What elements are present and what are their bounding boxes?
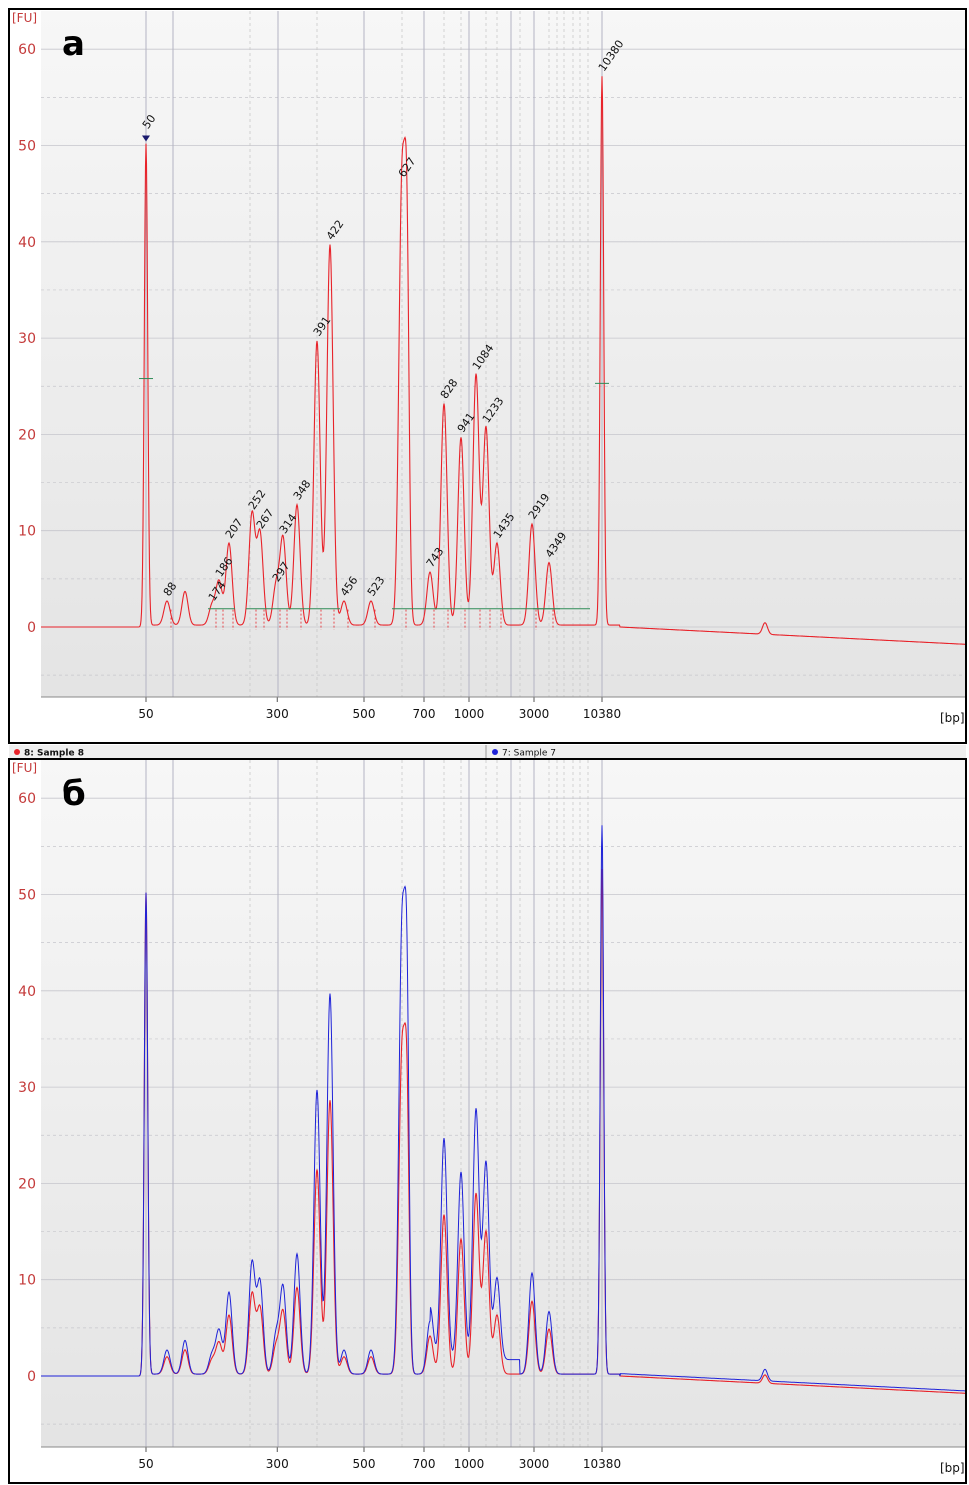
panel-b-border [8,758,967,1484]
y-tick-label: 20 [18,427,36,443]
y-tick-label: 0 [27,620,36,636]
panel-a-border [8,8,967,744]
y-tick-label: 40 [18,984,36,1000]
panel-a-series [41,76,966,645]
panel-b-series [41,825,966,1394]
y-tick-label: 60 [18,791,36,807]
x-tick-label: 1000 [454,1457,485,1471]
lower-marker-icon [142,135,150,142]
x-tick-label: 3000 [519,1457,550,1471]
legend-label-sample-7[interactable]: 7: Sample 7 [502,749,556,759]
x-tick-label: 3000 [519,707,550,721]
panel-b-y-unit: [FU] [12,761,37,775]
panel-a-grid [41,11,966,697]
panel-b-plot-area [41,760,966,1447]
panel-a-y-unit: [FU] [12,11,37,25]
x-tick-label: 500 [353,1457,376,1471]
y-tick-label: 30 [18,1080,36,1096]
x-tick-label: 300 [266,707,289,721]
panel-a-ticks: 0 10 20 30 40 50 60 50 300 500 700 1000 3000 10380 [18,42,621,721]
x-tick-label: 50 [138,1457,153,1471]
x-tick-label: 700 [413,1457,436,1471]
y-tick-label: 0 [27,1369,36,1385]
y-tick-label: 40 [18,235,36,251]
y-tick-label: 50 [18,139,36,155]
panel-a-x-unit: [bp] [940,711,965,725]
y-tick-label: 20 [18,1176,36,1192]
x-tick-label: 10380 [583,1457,621,1471]
trace-line-sample [41,76,966,645]
trace-line-sample-7 [41,825,966,1392]
panel-b-grid [41,760,966,1447]
y-tick-label: 60 [18,42,36,58]
x-tick-label: 300 [266,1457,289,1471]
x-tick-label: 500 [353,707,376,721]
panel-b-ticks: 0 10 20 30 40 50 60 50 300 500 700 1000 3000 10380 [18,791,621,1471]
legend-dot-sample-8 [14,749,20,755]
x-tick-label: 1000 [454,707,485,721]
panel-a-plot-area [41,11,966,697]
x-tick-label: 50 [138,707,153,721]
legend-strip: 8: Sample 8 7: Sample 7 [9,745,966,759]
x-tick-label: 10380 [583,707,621,721]
legend-dot-sample-7 [492,749,498,755]
y-tick-label: 10 [18,524,36,540]
legend-label-sample-8[interactable]: 8: Sample 8 [24,749,84,759]
legend-strip-background [9,745,966,758]
panel-b: 0 10 20 30 40 50 60 50 300 500 700 1000 3000 10380 [F… [8,758,967,1484]
x-tick-label: 700 [413,707,436,721]
panel-a-letter: а [62,24,85,64]
y-tick-label: 50 [18,888,36,904]
y-tick-label: 30 [18,331,36,347]
y-tick-label: 10 [18,1273,36,1289]
panel-b-x-unit: [bp] [940,1461,965,1475]
panel-b-letter: б [62,774,86,814]
